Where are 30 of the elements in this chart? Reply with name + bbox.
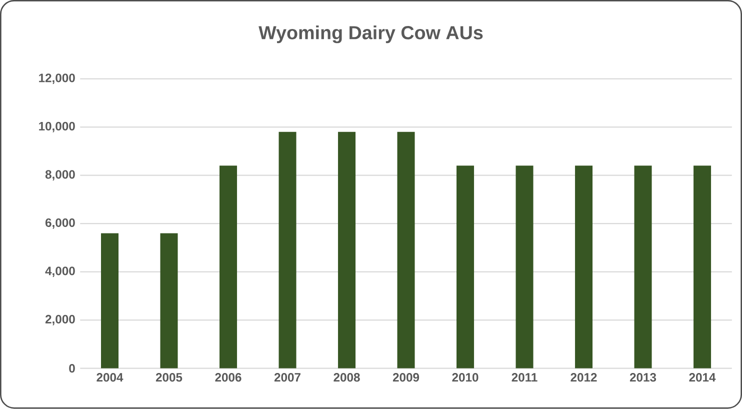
y-tick-label: 10,000 <box>39 122 75 132</box>
y-tick-label: 6,000 <box>45 218 75 229</box>
chart-title: Wyoming Dairy Cow AUs <box>258 26 483 44</box>
bar <box>101 233 119 368</box>
y-tick-label: 12,000 <box>39 74 75 84</box>
x-tick-label: 2004 <box>96 373 124 382</box>
bar <box>516 166 534 368</box>
bar <box>634 166 652 368</box>
y-tick-label: 2,000 <box>45 315 75 326</box>
x-tick-label: 2008 <box>334 373 360 382</box>
bar <box>397 132 415 368</box>
bar <box>694 166 712 368</box>
bar <box>456 166 474 368</box>
y-tick-label: 4,000 <box>45 266 75 278</box>
x-tick-label: 2012 <box>570 373 597 382</box>
bar <box>575 166 593 368</box>
y-tick-label: 8,000 <box>45 170 75 181</box>
bar <box>160 233 178 368</box>
bar <box>278 132 296 368</box>
x-tick-label: 2011 <box>512 373 538 382</box>
x-tick-label: 2005 <box>156 373 182 382</box>
bar <box>220 166 238 368</box>
x-tick-label: 2010 <box>452 373 478 382</box>
x-tick-label: 2013 <box>630 373 656 382</box>
x-tick-label: 2009 <box>392 373 420 382</box>
x-tick-label: 2006 <box>215 373 242 382</box>
x-tick-label: 2014 <box>689 373 716 382</box>
bar <box>338 132 356 368</box>
y-tick-label: 0 <box>69 364 75 373</box>
x-tick-label: 2007 <box>274 373 300 382</box>
